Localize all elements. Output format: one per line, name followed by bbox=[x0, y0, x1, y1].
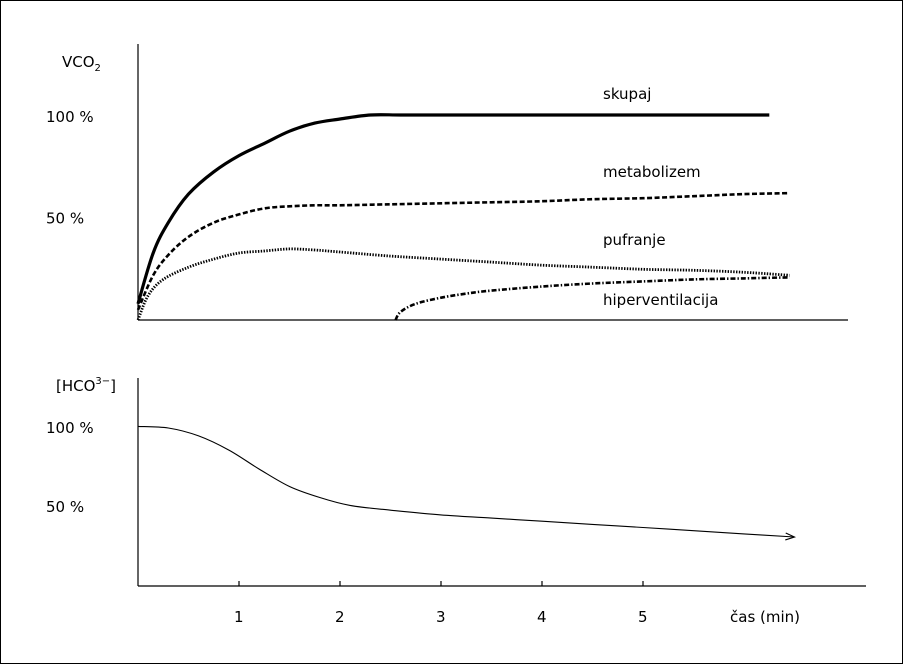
top-y-axis-label: VCO2 bbox=[62, 53, 101, 74]
x-axis-label: čas (min) bbox=[730, 608, 800, 626]
y-tick-label: 100 % bbox=[46, 108, 94, 126]
series-line bbox=[137, 425, 795, 538]
x-tick-label: 3 bbox=[436, 608, 446, 626]
bottom-y-axis-label: [HCO3−] bbox=[56, 376, 116, 395]
x-tick-label: 2 bbox=[335, 608, 345, 626]
y-tick-label: 50 % bbox=[46, 210, 84, 228]
series-label: hiperventilacija bbox=[603, 291, 718, 309]
arrow-head-icon bbox=[785, 532, 797, 541]
x-tick-label: 1 bbox=[234, 608, 244, 626]
series-line bbox=[136, 247, 790, 321]
vco2-panel: VCO2 100 % 50 % skupaj metabolizem pufranje h… bbox=[46, 44, 848, 321]
series-label: skupaj bbox=[603, 85, 651, 103]
y-tick-label: 100 % bbox=[46, 419, 94, 437]
series-line bbox=[136, 191, 790, 311]
series-line bbox=[136, 113, 770, 305]
x-tick-label: 4 bbox=[537, 608, 547, 626]
x-tick-label: 5 bbox=[638, 608, 648, 626]
hco3-panel: [HCO3−] čas (min) 100 % 50 % 1 2 3 4 5 bbox=[46, 376, 866, 626]
series-line bbox=[394, 276, 790, 321]
series-label: pufranje bbox=[603, 231, 666, 249]
y-tick-label: 50 % bbox=[46, 498, 84, 516]
series-label: metabolizem bbox=[603, 163, 701, 181]
